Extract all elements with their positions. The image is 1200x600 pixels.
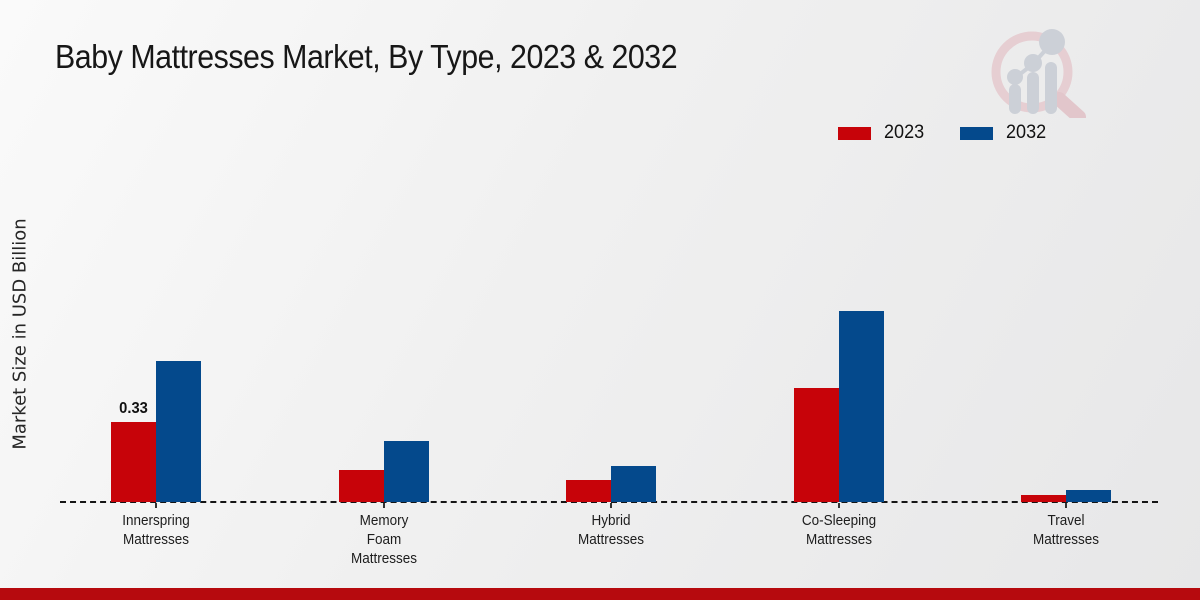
bar-2032-innerspring-mattresses	[156, 361, 201, 502]
footer-accent-band	[0, 588, 1200, 600]
axis-tick	[610, 503, 612, 508]
bar-2023-innerspring-mattresses	[111, 422, 156, 502]
legend-item-2032: 2032	[960, 122, 1048, 144]
y-axis-label: Market Size in USD Billion	[9, 218, 31, 450]
bar-2032-memory-foam-mattresses	[383, 441, 429, 502]
axis-tick	[1065, 503, 1067, 508]
bar-2032-hybrid-mattresses	[611, 466, 656, 502]
category-label-innerspring-mattresses: Innerspring Mattresses	[122, 512, 190, 548]
bar-2023-memory-foam-mattresses	[338, 470, 384, 502]
axis-tick	[837, 503, 840, 508]
bar-2023-co-sleeping-mattresses	[793, 388, 839, 502]
category-label-co-sleeping-mattresses: Co-Sleeping Mattresses	[801, 512, 876, 548]
category-label-travel-mattresses: Travel Mattresses	[1032, 512, 1100, 548]
legend-swatch-2023	[838, 126, 871, 140]
legend-item-2023: 2023	[838, 122, 926, 144]
bar-2032-co-sleeping-mattresses	[838, 311, 884, 502]
magnifier-bar-chart-logo-icon	[991, 29, 1086, 118]
legend-label: 2032	[1006, 122, 1047, 143]
bar-2023-hybrid-mattresses	[566, 480, 611, 502]
category-label-hybrid-mattresses: Hybrid Mattresses	[577, 512, 645, 548]
legend: 2023 2032	[838, 122, 1049, 144]
legend-swatch-2032	[960, 126, 994, 140]
axis-tick	[155, 503, 157, 508]
chart-title: Baby Mattresses Market, By Type, 2023 & …	[55, 38, 678, 75]
bar-2032-travel-mattresses	[1066, 490, 1111, 502]
axis-tick	[382, 503, 385, 508]
legend-label: 2023	[884, 122, 925, 143]
value-label-2023: 0.33	[119, 400, 148, 417]
x-axis-baseline	[60, 501, 1158, 503]
bar-2023-travel-mattresses	[1021, 495, 1066, 502]
category-label-memory-foam-mattresses: Memory Foam Mattresses	[350, 512, 417, 567]
